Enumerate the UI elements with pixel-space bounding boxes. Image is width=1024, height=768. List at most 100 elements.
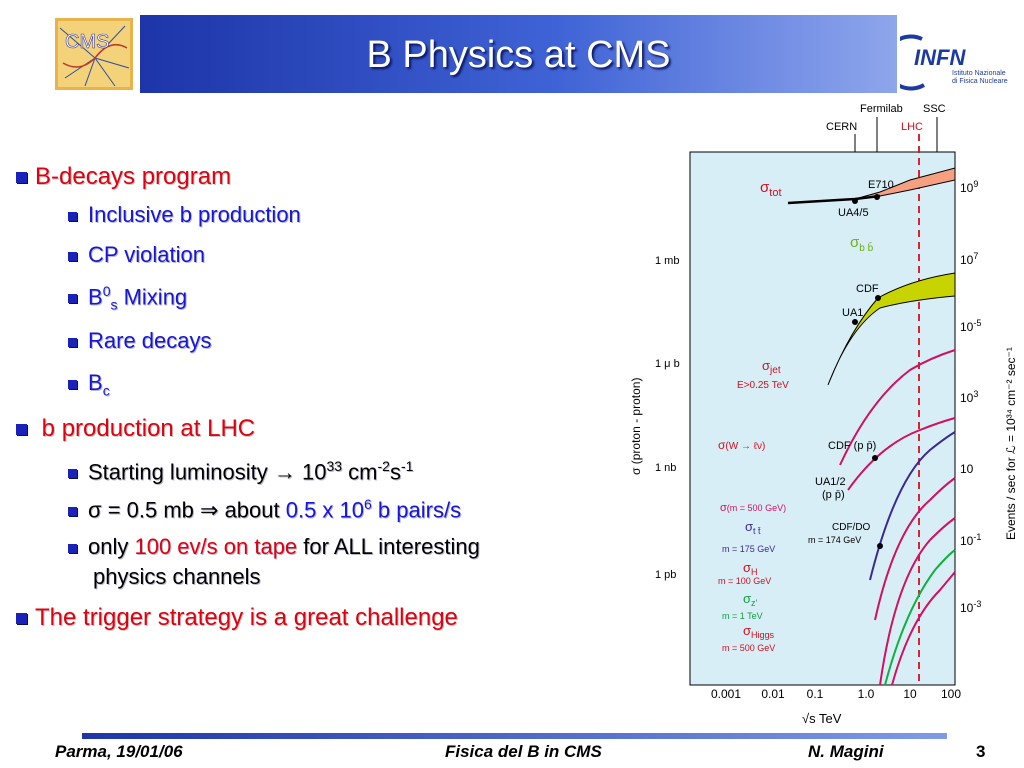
mix-sub: s — [110, 296, 118, 313]
rtick-3: 103 — [960, 389, 978, 405]
ann-mz: m = 1 TeV — [722, 611, 763, 621]
x-axis-label: √s TeV — [802, 711, 842, 726]
sub-rare: Rare decays — [68, 328, 212, 354]
bullet-square-icon — [68, 507, 77, 517]
ann-sgg: σ(m = 500 GeV) — [720, 502, 786, 514]
ann-stot: σtot — [760, 179, 782, 199]
sh-curve — [879, 517, 956, 686]
mix-text: Mixing — [117, 284, 188, 310]
sz-curve — [884, 549, 956, 686]
y-right-axis-label: Events / sec for ℒ = 10³⁴ cm⁻² sec⁻¹ — [1004, 347, 1018, 540]
sub-sigma: σ = 0.5 mb ⇒ about 0.5 x 106 b pairs/s — [68, 496, 461, 523]
sub-inclusive: Inclusive b production — [68, 202, 301, 228]
ann-sjet: σjet — [762, 358, 781, 376]
lum-e1: -2 — [377, 458, 390, 474]
top-arrows — [854, 117, 938, 152]
infn-sub1: Istituto Nazionale — [952, 70, 1006, 77]
plot-area — [689, 151, 956, 686]
sgg-curve — [874, 477, 956, 621]
bullet-square-icon — [68, 469, 77, 479]
xtick-2: 0.1 — [807, 687, 824, 701]
ann-mtop174: m = 174 GeV — [808, 535, 861, 545]
tick-1ub: 1 μ b — [655, 358, 680, 370]
sub-cp-text: CP violation — [88, 242, 205, 267]
mix-b: B — [88, 284, 103, 310]
footer-left: Parma, 19/01/06 — [55, 742, 183, 761]
only-red: 100 ev/s on tape — [134, 534, 298, 559]
label-cern: CERN — [826, 121, 857, 133]
left-ticks: 1 mb 1 μ b 1 nb 1 pb — [655, 255, 680, 581]
sub-only: only 100 ev/s on tape for ALL interestin… — [68, 534, 480, 560]
label-ssc: SSC — [923, 103, 946, 115]
ann-ua12b: (p p̄) — [822, 489, 845, 501]
bullet-b-production: b production at LHC — [16, 415, 255, 443]
infn-sub2: di Fisica Nucleare — [952, 78, 1008, 85]
ann-shiggs: σHiggs — [743, 623, 775, 640]
label-lhc: LHC — [901, 121, 923, 133]
lum-num: 10 — [295, 459, 327, 485]
data-points — [852, 194, 883, 549]
sub-mixing: B0s Mixing — [68, 283, 187, 313]
infn-logo-text: INFN — [914, 45, 966, 70]
bullet-square-icon — [68, 337, 77, 347]
ann-cdf: CDF — [856, 283, 879, 295]
sjet-curve — [839, 349, 956, 466]
sub-inclusive-text: Inclusive b production — [88, 202, 301, 227]
ann-cdfpp: CDF (p p̄) — [828, 440, 876, 452]
rtick-5: 10-1 — [960, 532, 981, 548]
lum-unit: cm — [342, 459, 378, 485]
ann-sz: σz' — [743, 591, 758, 608]
footer-line — [82, 733, 947, 739]
tick-1nb: 1 nb — [655, 462, 676, 474]
cross-section-plot: Fermilab SSC CERN LHC 1 mb 1 μ b 1 nb 1 … — [610, 100, 1024, 730]
ann-cdfdo: CDF/DO — [832, 522, 871, 533]
ann-mh100: m = 100 GeV — [718, 576, 771, 586]
bullet-b-decays: B-decays program — [16, 163, 231, 191]
ann-mh500: m = 500 GeV — [722, 643, 775, 653]
rtick-6: 10-3 — [960, 599, 981, 615]
right-ticks: 109 107 10-5 103 10 10-1 10-3 — [960, 179, 981, 615]
title-bar — [140, 15, 897, 93]
bullet-square-icon — [68, 211, 77, 221]
rtick-4: 10 — [960, 462, 974, 476]
ann-sh: σH — [743, 560, 758, 577]
sub-rare-text: Rare decays — [88, 328, 212, 353]
sig-exp: 6 — [364, 496, 372, 512]
bullet-square-icon — [16, 613, 27, 625]
bc-b: B — [88, 370, 103, 395]
xtick-4: 10 — [903, 687, 917, 701]
stt-curve — [869, 431, 956, 581]
ann-stt: σt t̄ — [745, 519, 761, 536]
lum-pre: Starting luminosity — [88, 459, 274, 485]
mix-sup: 0 — [102, 283, 111, 299]
sig-val: 0.5 x 10 — [285, 497, 365, 523]
y-axis-label: σ (proton - proton) — [629, 378, 643, 475]
bullet-square-icon — [16, 424, 27, 436]
ann-sbb: σb b̄ — [850, 234, 874, 254]
page-number: 3 — [976, 742, 986, 761]
annotations: σtot E710 UA4/5 σb b̄ CDF UA1 σjet E>0.2… — [718, 179, 894, 653]
xtick-1: 0.01 — [761, 687, 785, 701]
lum-arrow-icon: → — [273, 459, 296, 485]
ann-e710: E710 — [868, 179, 894, 191]
lum-e2: -1 — [400, 458, 414, 474]
shiggs-curve — [891, 571, 956, 686]
ann-mtop175: m = 175 GeV — [722, 544, 775, 554]
sub-bc: Bc — [68, 370, 110, 398]
rtick-1: 107 — [960, 251, 978, 267]
footer-center: Fisica del B in CMS — [445, 742, 602, 761]
lum-s: s — [389, 459, 401, 485]
ann-ua12: UA1/2 — [815, 476, 846, 488]
lum-exp: 33 — [326, 458, 343, 474]
ann-ejet: E>0.25 TeV — [737, 380, 789, 391]
bullet-b-production-text: b production at LHC — [41, 415, 256, 442]
bullet-b-decays-text: B-decays program — [35, 163, 232, 190]
bullet-square-icon — [68, 294, 77, 304]
sub-cp: CP violation — [68, 242, 205, 268]
bullet-square-icon — [16, 172, 27, 184]
xtick-5: 100 — [941, 687, 961, 701]
infn-logo: INFN Istituto Nazionale di Fisica Nuclea… — [882, 25, 1018, 95]
xtick-3: 1.0 — [858, 687, 875, 701]
sig-post: b pairs/s — [371, 497, 462, 523]
x-ticks: 0.001 0.01 0.1 1.0 10 100 — [711, 687, 961, 701]
